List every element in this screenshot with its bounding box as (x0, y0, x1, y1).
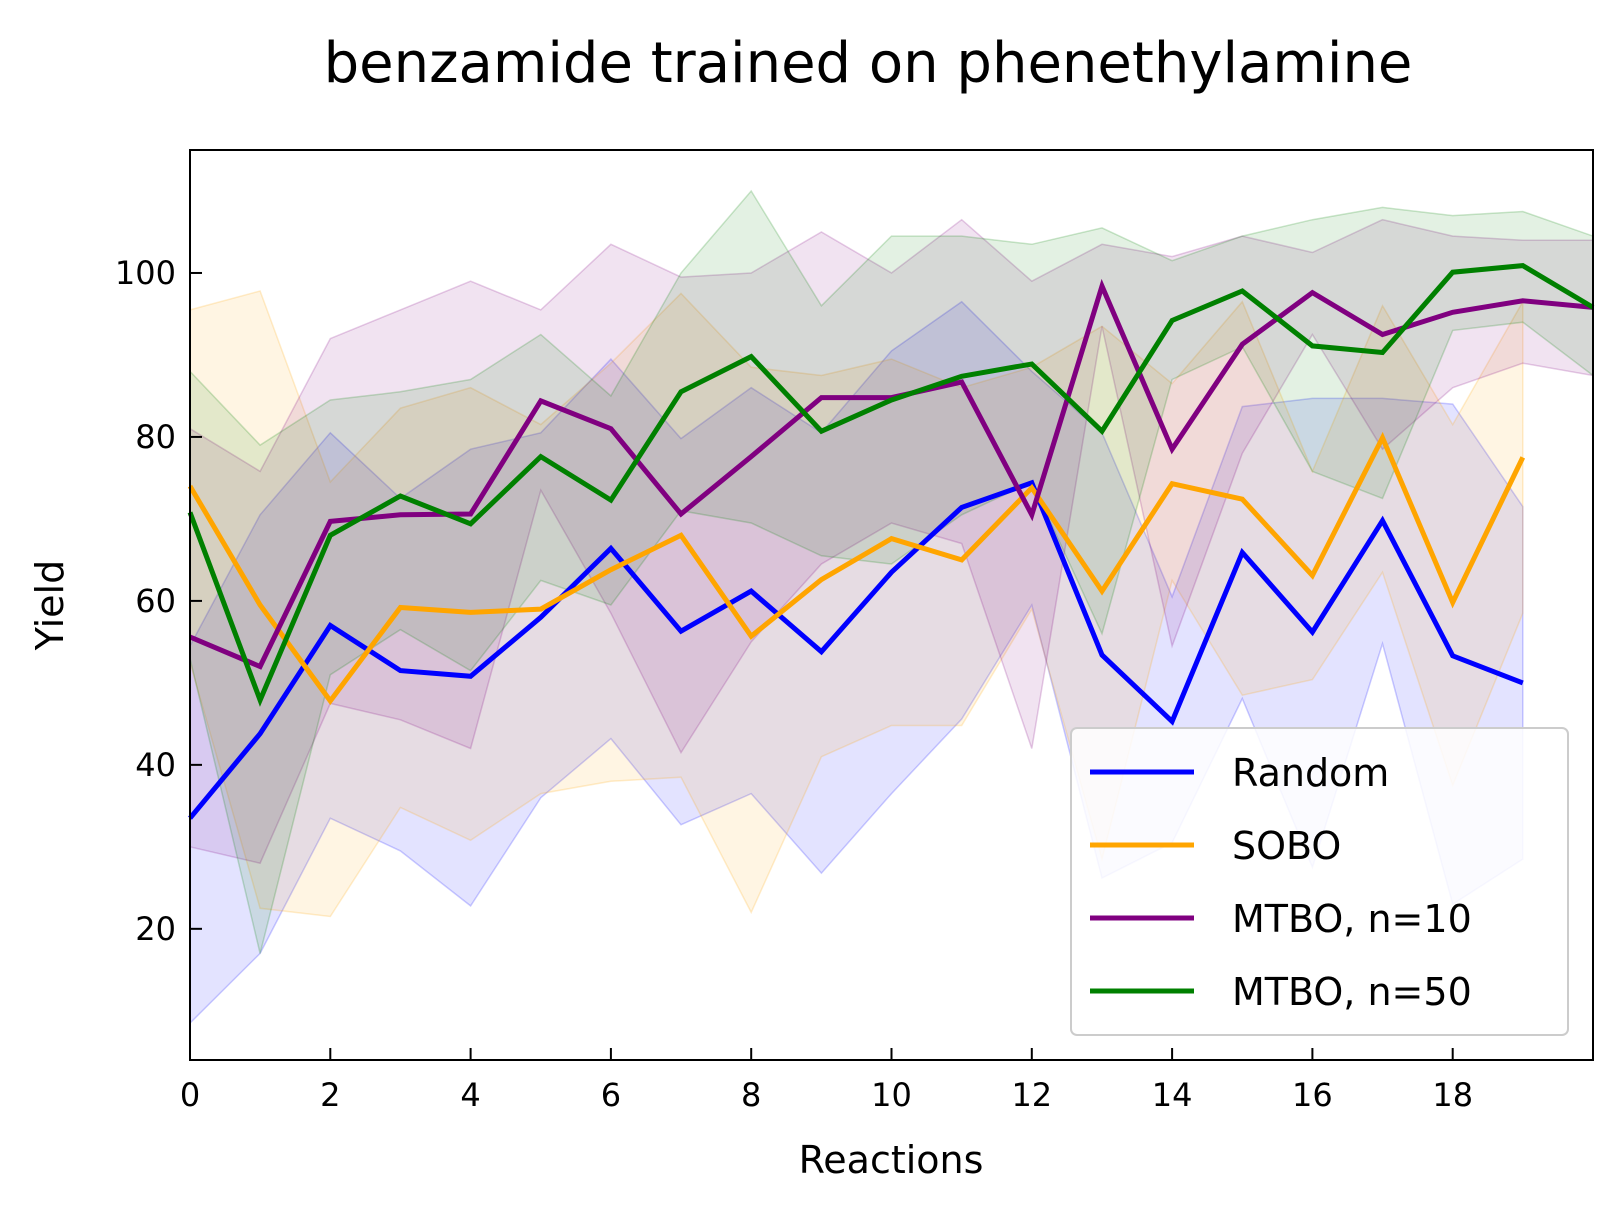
chart-title: benzamide trained on phenethylamine (324, 31, 1413, 96)
x-tick-label: 6 (601, 1076, 621, 1114)
x-tick-label: 18 (1432, 1076, 1473, 1114)
legend: Random SOBO MTBO, n=10 MTBO, n=50 (1070, 727, 1569, 1036)
y-axis-label: Yield (28, 560, 72, 651)
x-tick-label: 4 (460, 1076, 480, 1114)
x-tick-label: 10 (871, 1076, 912, 1114)
x-tick-label: 14 (1152, 1076, 1193, 1114)
y-tick-label: 80 (135, 418, 176, 456)
legend-label-random: Random (1232, 751, 1389, 795)
x-axis-label: Reactions (799, 1138, 984, 1182)
x-tick-label: 12 (1011, 1076, 1052, 1114)
x-tick-label: 8 (741, 1076, 761, 1114)
legend-label-mtbo-n-10: MTBO, n=10 (1232, 897, 1472, 941)
series-lines (187, 263, 1595, 820)
legend-label-mtbo-n-50: MTBO, n=50 (1232, 970, 1472, 1014)
x-tick-label: 16 (1292, 1076, 1333, 1114)
legend-box (1070, 727, 1569, 1036)
x-tick-label: 2 (320, 1076, 340, 1114)
y-tick-label: 20 (135, 910, 176, 948)
axis-ticks: 0 2 4 6 8 10 12 14 16 18 20 40 60 80 100 (115, 254, 1473, 1114)
series-line-random (188, 479, 1524, 820)
series-line-sobo (187, 431, 1526, 706)
y-tick-label: 40 (135, 746, 176, 784)
x-tick-label: 0 (180, 1076, 200, 1114)
band-sobo (189, 290, 1524, 918)
series-line-mtbo-n-50 (187, 263, 1595, 707)
y-tick-label: 60 (135, 582, 176, 620)
legend-label-sobo: SOBO (1232, 824, 1341, 868)
y-tick-label: 100 (115, 254, 176, 292)
confidence-bands (189, 189, 1594, 1025)
